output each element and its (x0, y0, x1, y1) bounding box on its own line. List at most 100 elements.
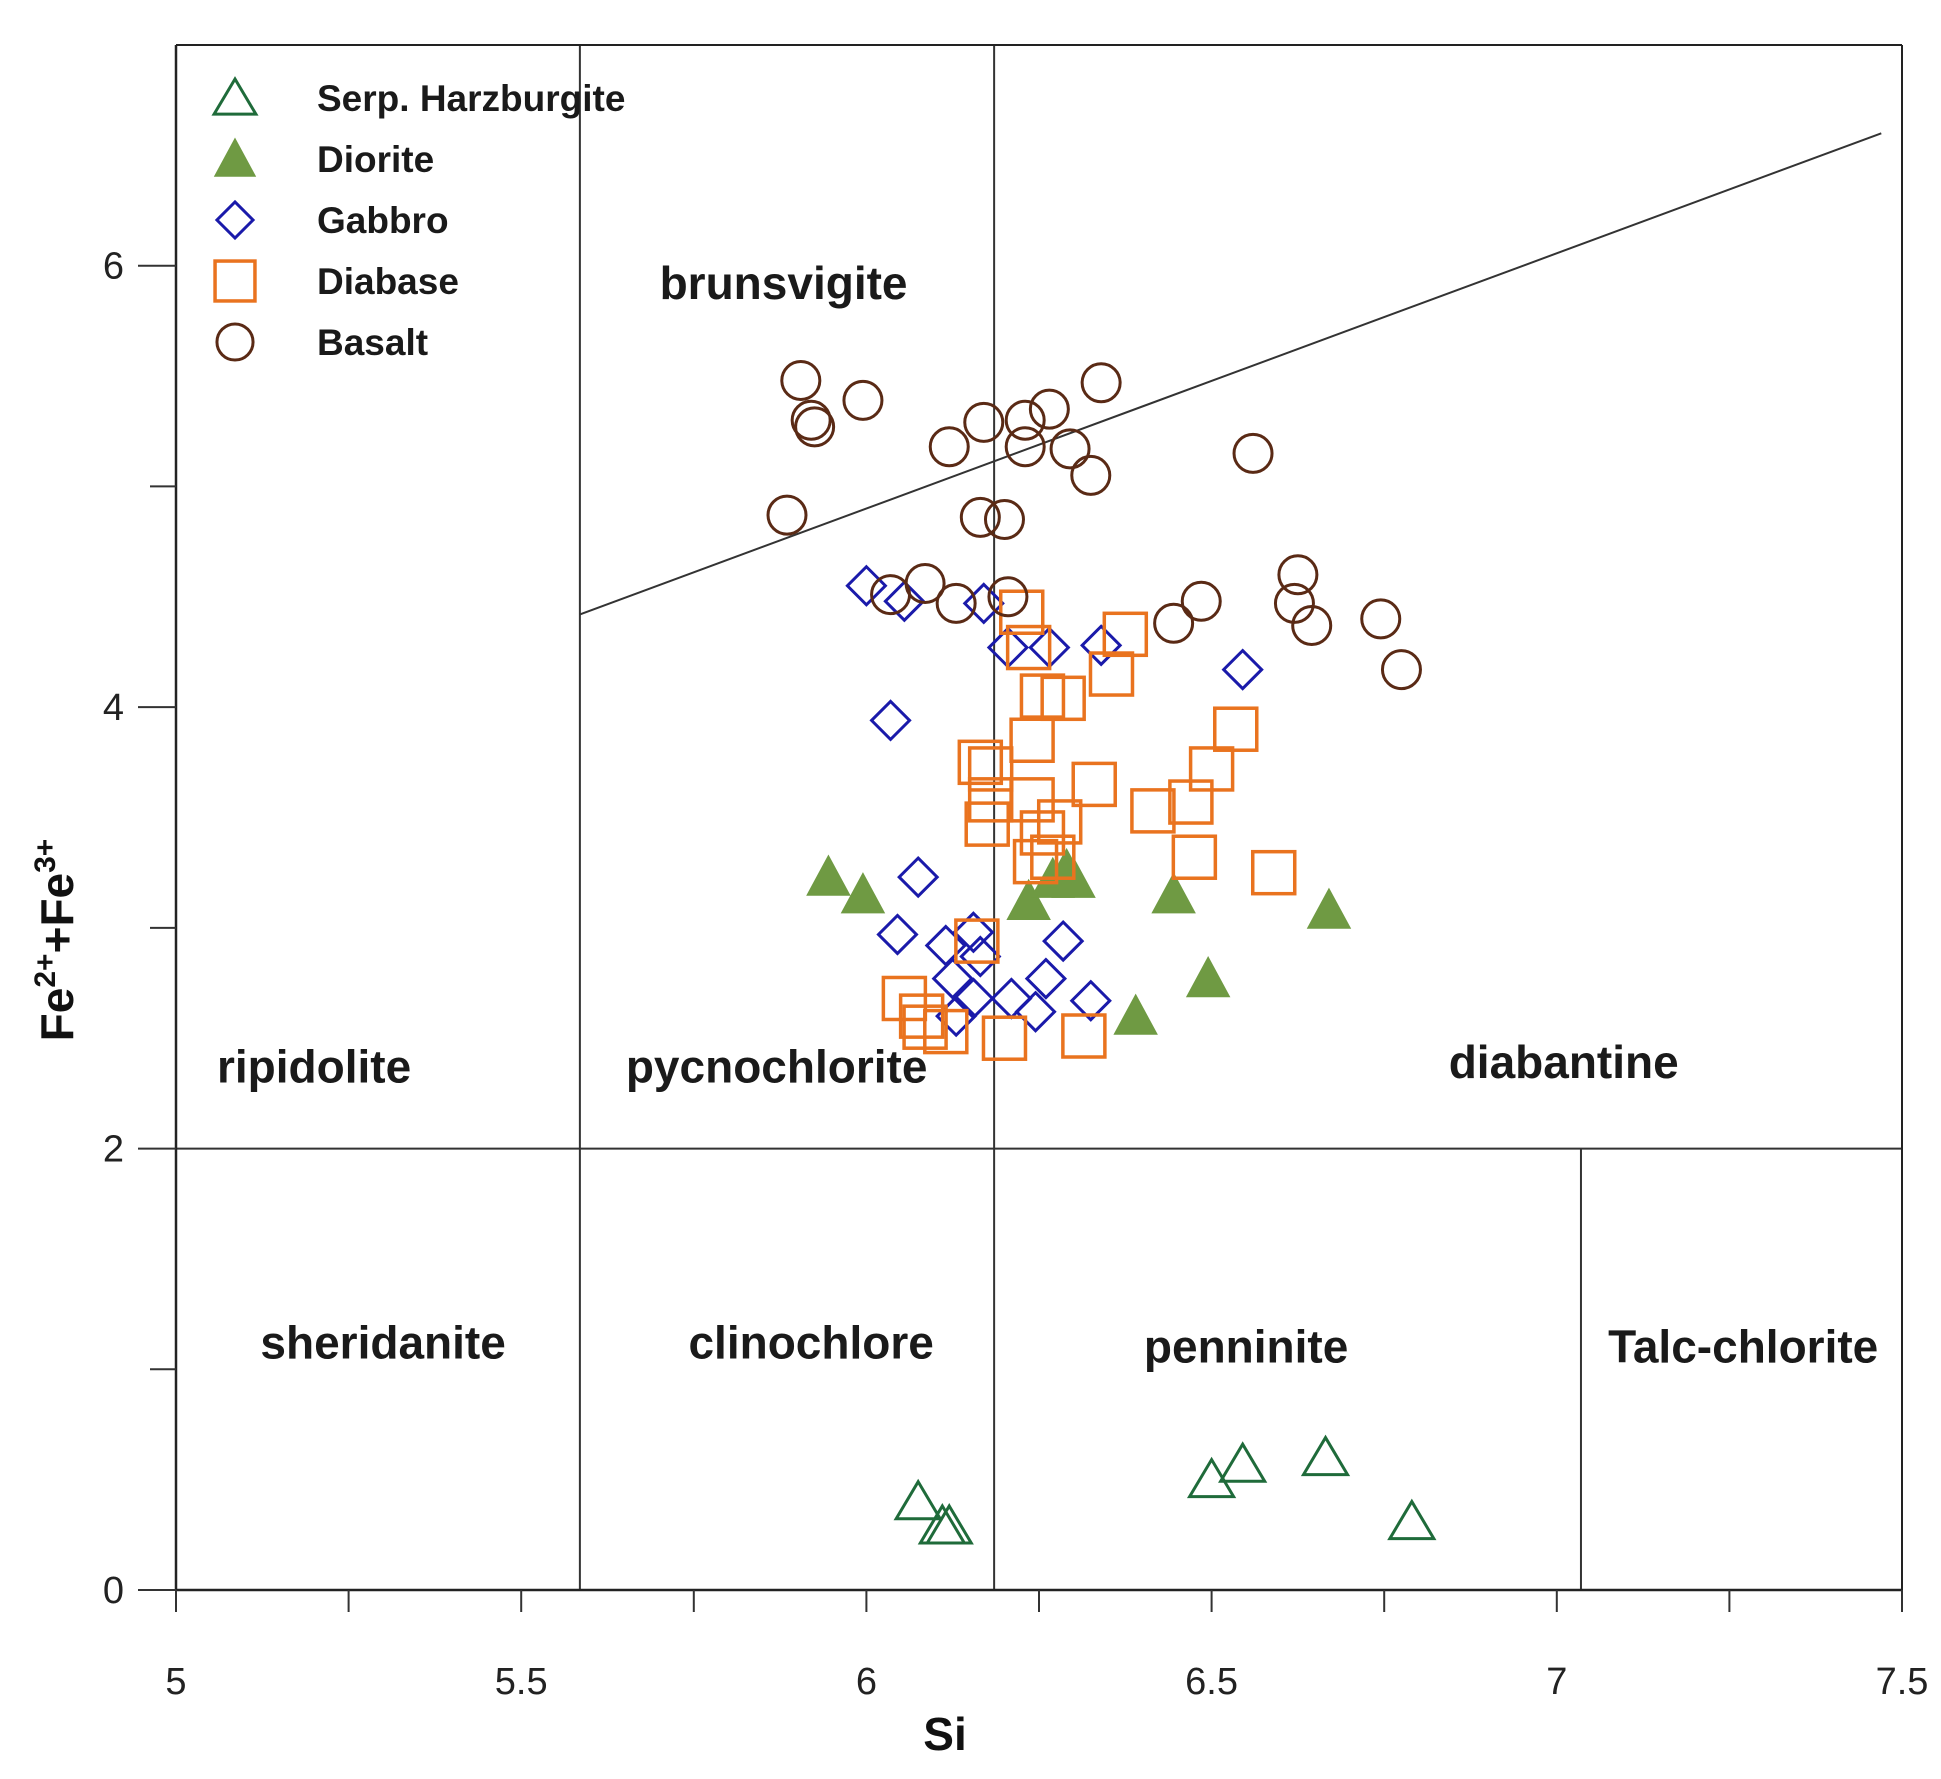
basalt-point-14 (959, 496, 1001, 538)
basalt-point-17 (904, 563, 946, 605)
diorite-point-9 (1306, 887, 1352, 929)
diabase-point-11 (967, 777, 1014, 823)
legend: Serp. Harzburgite Diorite Gabbro Diabase Bas… (211, 76, 625, 363)
legend-marker-serp-harzburgite (211, 76, 259, 116)
basalt-point-7 (1004, 399, 1046, 441)
diabase-point-14 (964, 801, 1010, 847)
gabbro-point-6 (1221, 648, 1264, 691)
diabase-point-23 (954, 918, 1000, 964)
y-axis-title: Fe2++Fe3+ (29, 839, 83, 1042)
basalt-point-11 (1080, 362, 1122, 404)
serp-harzburgite-point-3 (1186, 1456, 1237, 1499)
diabase-point-9 (967, 746, 1014, 792)
diabase-point-28 (981, 1015, 1028, 1061)
gabbro-point-8 (897, 855, 940, 899)
x-tick-label-0: 5 (165, 1661, 186, 1703)
basalt-point-9 (1049, 428, 1091, 470)
gabbro-point-12 (959, 935, 1002, 978)
field-label-brunsvigite: brunsvigite (660, 257, 908, 309)
field-boundary-lines (176, 45, 1902, 1590)
diabase-point-2 (1005, 624, 1052, 671)
basalt-point-19 (987, 576, 1029, 618)
field-labels: brunsvigite ripidolite pycnochlorite diaban… (217, 257, 1878, 1373)
diabase-point-21 (1171, 834, 1218, 880)
basalt-point-8 (1028, 388, 1070, 430)
axis-ticks: 5 5.5 6 6.5 7 7.5 0 2 4 6 (103, 246, 1929, 1703)
y-axis-title-sup2: 3+ (29, 839, 62, 873)
basalt-point-10 (1070, 454, 1112, 496)
boundary-line-4 (579, 132, 1882, 616)
diabase-point-8 (957, 739, 1004, 786)
gabbro-point-1 (883, 580, 926, 623)
field-label-penninite: penninite (1144, 1321, 1348, 1373)
y-axis-title-sup1: 2+ (29, 953, 62, 987)
diorite-point-0 (806, 854, 851, 896)
gabbro-point-18 (1069, 979, 1112, 1022)
y-tick-label-1: 2 (103, 1129, 124, 1171)
serp-harzburgite-point-0 (893, 1478, 943, 1521)
gabbro-point-17 (990, 977, 1033, 1020)
data-points (766, 359, 1437, 1545)
y-tick-label-3: 6 (103, 246, 124, 288)
gabbro-point-5 (1080, 624, 1123, 667)
x-tick-label-1: 5.5 (495, 1661, 548, 1703)
legend-marker-gabbro (214, 199, 256, 241)
diabase-point-1 (1102, 611, 1149, 658)
basalt-point-13 (766, 494, 808, 536)
field-label-talc-chlorite: Talc-chlorite (1608, 1321, 1878, 1373)
legend-label-basalt: Basalt (317, 322, 428, 363)
diabase-point-7 (1213, 706, 1259, 752)
basalt-point-1 (790, 399, 832, 441)
diabase-point-16 (1168, 779, 1214, 825)
gabbro-point-9 (876, 913, 919, 956)
gabbro-point-10 (924, 924, 967, 967)
diorite-point-8 (1185, 956, 1231, 998)
diabase-point-22 (1250, 849, 1297, 896)
basalt-point-4 (928, 426, 970, 468)
gabbro-point-2 (962, 582, 1005, 625)
diabase-point-5 (1040, 675, 1086, 722)
basalt-point-3 (842, 379, 884, 421)
basalt-point-20 (1153, 602, 1195, 644)
gabbro-point-15 (1024, 957, 1068, 1000)
gabbro-point-20 (1014, 990, 1057, 1033)
basalt-point-15 (983, 499, 1025, 541)
diabase-point-17 (1019, 810, 1066, 856)
gabbro-point-14 (931, 957, 974, 1000)
diabase-point-0 (998, 589, 1045, 635)
serp-harzburgite-point-5 (1300, 1434, 1351, 1477)
field-label-sheridanite: sheridanite (260, 1316, 505, 1368)
legend-label-serp-harzburgite: Serp. Harzburgite (317, 78, 625, 119)
diabase-point-15 (1130, 788, 1176, 834)
diabase-point-18 (1036, 799, 1083, 845)
diorite-point-7 (1113, 993, 1158, 1035)
y-axis-title-fe3: +Fe (31, 873, 83, 954)
legend-label-gabbro: Gabbro (317, 200, 449, 241)
field-label-pycnochlorite: pycnochlorite (626, 1040, 928, 1092)
diabase-point-29 (1061, 1013, 1107, 1059)
serp-harzburgite-point-6 (1387, 1498, 1437, 1541)
x-tick-label-4: 7 (1546, 1661, 1567, 1703)
y-tick-label-0: 0 (103, 1570, 124, 1612)
plot-frame (174, 44, 1903, 1592)
gabbro-point-13 (1042, 919, 1085, 963)
diorite-point-2 (1006, 878, 1051, 920)
diabase-point-6 (1009, 717, 1055, 763)
diorite-point-1 (840, 872, 886, 914)
basalt-point-18 (935, 582, 977, 624)
basalt-point-22 (1277, 554, 1319, 596)
basalt-point-2 (794, 406, 836, 448)
legend-label-diabase: Diabase (317, 261, 459, 302)
basalt-point-26 (1380, 649, 1422, 691)
diabase-point-19 (1012, 838, 1059, 885)
field-label-clinochlore: clinochlore (688, 1316, 933, 1368)
diabase-point-25 (898, 993, 945, 1039)
basalt-point-6 (1004, 426, 1046, 468)
serp-harzburgite-point-1 (917, 1503, 967, 1545)
serp-harzburgite-point-2 (924, 1503, 974, 1545)
legend-label-diorite: Diorite (317, 139, 434, 180)
legend-marker-diabase (213, 259, 257, 303)
x-tick-label-5: 7.5 (1876, 1661, 1929, 1703)
diabase-point-13 (1071, 761, 1117, 808)
diabase-point-3 (1088, 651, 1135, 697)
